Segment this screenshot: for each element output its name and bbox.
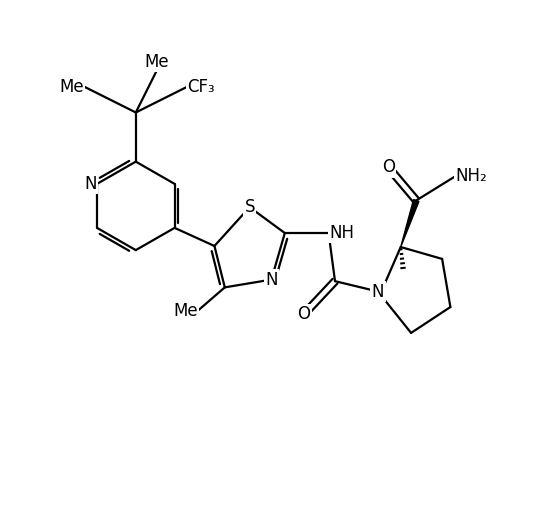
Text: N: N <box>265 270 278 289</box>
Text: S: S <box>245 198 255 216</box>
Text: O: O <box>298 305 310 323</box>
Text: CF₃: CF₃ <box>187 77 215 96</box>
Text: N: N <box>372 282 384 301</box>
Text: Me: Me <box>144 53 169 71</box>
Text: O: O <box>382 158 395 176</box>
Text: NH₂: NH₂ <box>456 167 487 185</box>
Text: N: N <box>84 175 97 193</box>
Text: NH: NH <box>330 224 355 242</box>
Polygon shape <box>401 200 419 247</box>
Text: Me: Me <box>173 302 198 320</box>
Text: Me: Me <box>60 77 84 96</box>
